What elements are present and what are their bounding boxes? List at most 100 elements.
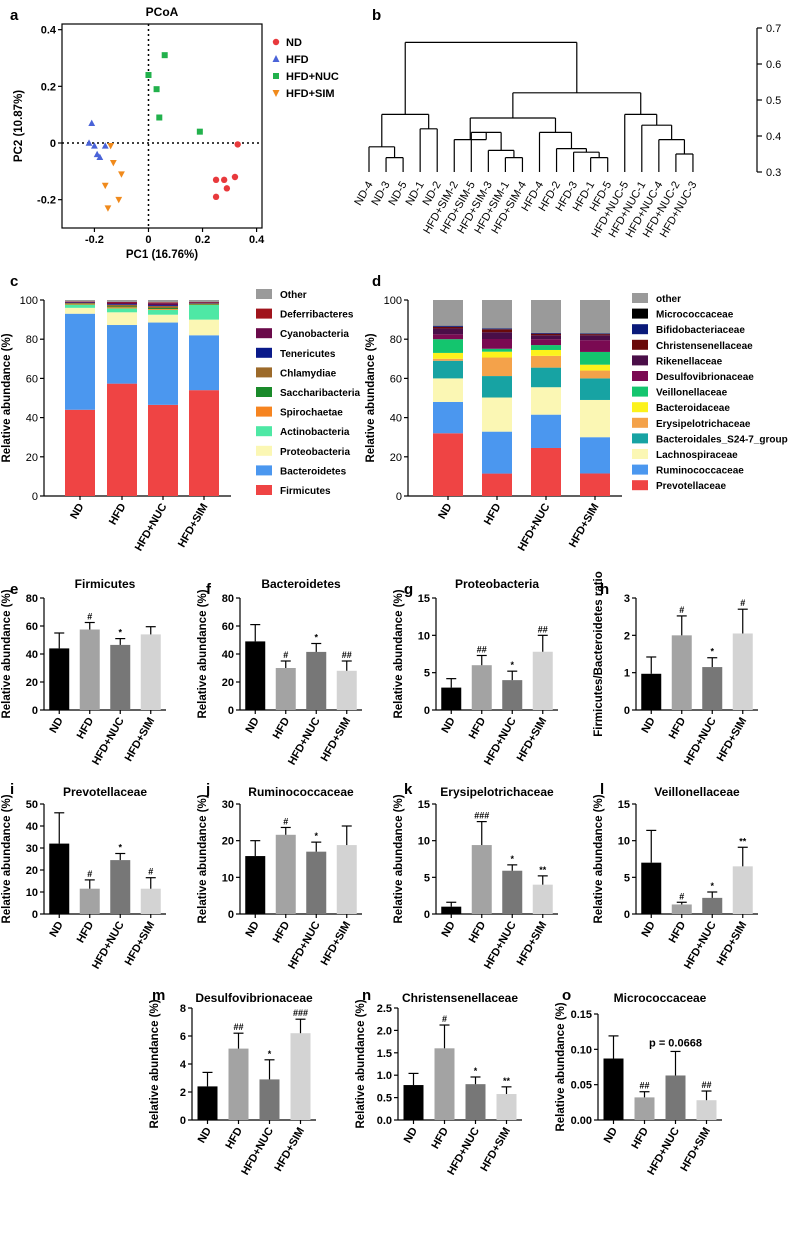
bar-y-tick-label: 10 (222, 872, 234, 884)
stack-segment-rikenellaceae (580, 335, 610, 341)
pcoa-title: PCoA (146, 5, 179, 19)
bar-y-tick-label: 10 (618, 836, 630, 848)
pcoa-point-nd (212, 193, 220, 201)
bar-category-label: HFD+NUC (90, 919, 127, 971)
dendro-axis-tick-label: 0.6 (766, 59, 781, 71)
pcoa-point-hfd (96, 153, 104, 160)
stack-legend-swatch (256, 465, 272, 476)
stack-category-label: HFD+NUC (133, 501, 170, 553)
stack-legend-label: Micrococcaceae (656, 310, 734, 321)
stack-segment-bacteroidetes (148, 322, 178, 405)
bar-hfd (79, 629, 100, 710)
bar-category-label: HFD+SIM (319, 716, 354, 764)
significance-mark: ** (539, 865, 547, 875)
bar-y-tick-label: 20 (26, 677, 38, 689)
panel-letter-m: m (152, 987, 165, 1004)
significance-mark: * (510, 660, 514, 670)
dendro-axis-tick-label: 0.5 (766, 95, 781, 107)
stack-legend-label: Proteobacteria (280, 447, 350, 458)
significance-mark: ## (639, 1081, 649, 1091)
bar-hfd-nuc (306, 851, 327, 914)
bar-nd (403, 1085, 424, 1120)
stack-segment-firmicutes (65, 409, 95, 496)
bar-hfd (671, 904, 692, 914)
stack-segment-bacteroidetes (189, 335, 219, 391)
stack-segment-cyanobacteria (148, 303, 178, 306)
pcoa-legend-marker (273, 73, 279, 79)
significance-mark: ### (293, 1008, 308, 1018)
pcoa-frame (61, 23, 263, 229)
pcoa-point-nd (234, 141, 241, 148)
stack-segment-bifidobacteriaceae (580, 333, 610, 335)
bar-category-label: HFD+SIM (319, 920, 354, 968)
bar-hfd (671, 635, 692, 710)
bar-y-tick-label: 10 (26, 887, 38, 899)
bar-category-label: HFD+SIM (478, 1126, 513, 1174)
bar-y-tick-label: 0 (624, 705, 630, 717)
stack-segment-deferribacteres (148, 302, 178, 304)
stack-y-label: Relative abundance (%) (1, 333, 13, 462)
stack-y-tick-label: 60 (390, 373, 402, 385)
bar-hfd-sim (290, 1033, 311, 1120)
pcoa-point-hfd (88, 119, 96, 126)
pcoa-point-hfd-nuc (153, 86, 160, 93)
stack-legend-swatch (256, 406, 272, 417)
stack-segment-proteobacteria (189, 319, 219, 336)
bar-category-label: HFD+SIM (272, 1126, 307, 1174)
stack-segment-veillonellaceae (482, 348, 512, 352)
bar-hfd-nuc (110, 644, 131, 710)
stack-segment-bacteroidaceae (433, 352, 463, 359)
stack-y-tick-label: 100 (20, 295, 38, 307)
bar-panel-title: Veillonellaceae (654, 785, 740, 799)
bar-hfd-nuc (502, 680, 523, 710)
stack-legend-label: Spirochaetae (280, 408, 343, 419)
stack-segment-saccharibacteria (107, 306, 137, 308)
bar-hfd-nuc (259, 1079, 280, 1120)
bar-y-tick-label: 15 (418, 799, 430, 811)
stack-segment-chlamydiae (107, 304, 137, 307)
significance-mark: * (118, 843, 122, 853)
bar-hfd-nuc (306, 651, 327, 710)
bar-y-tick-label: 40 (26, 649, 38, 661)
bar-category-label: HFD+NUC (286, 715, 323, 767)
significance-mark: # (679, 891, 684, 901)
bar-y-tick-label: 15 (418, 593, 430, 605)
stack-segment-lachnospiraceae (531, 387, 561, 415)
stack-y-tick-label: 40 (390, 413, 402, 425)
stack-legend-swatch (632, 293, 648, 303)
bar-nd (641, 862, 662, 914)
bar-y-tick-label: 0.00 (571, 1115, 592, 1127)
stack-segment-desulfovibrionaceae (482, 339, 512, 349)
stack-segment-erysipelotrichaceae (531, 355, 561, 368)
stack-segment-cyanobacteria (107, 302, 137, 305)
significance-mark: # (87, 612, 92, 622)
bar-category-label: HFD (271, 715, 293, 741)
significance-mark: * (510, 854, 514, 864)
dendro-axis-tick-label: 0.3 (766, 167, 781, 179)
stack-segment-bacteroidales_s24-7_group (433, 360, 463, 379)
significance-mark: # (679, 605, 684, 615)
bar-category-label: HFD (271, 919, 293, 945)
stack-segment-bacteroidaceae (531, 349, 561, 356)
bar-y-tick-label: 5 (624, 872, 630, 884)
stack-segment-lachnospiraceae (482, 397, 512, 432)
bar-category-label: ND (602, 1125, 620, 1145)
pcoa-y-tick-label: 0.4 (41, 25, 57, 37)
stack-category-label: HFD (107, 501, 129, 527)
bar-nd (49, 648, 70, 710)
stack-y-tick-label: 0 (32, 491, 38, 503)
bar-hfd-sim (532, 651, 553, 710)
pcoa-legend-label: HFD+SIM (286, 88, 335, 100)
bar-y-tick-label: 0 (32, 909, 38, 921)
bar-y-tick-label: 1.5 (377, 1048, 392, 1060)
stack-segment-bifidobacteriaceae (531, 332, 561, 334)
bar-hfd-nuc (465, 1084, 486, 1120)
stack-y-tick-label: 80 (26, 334, 38, 346)
pcoa-point-hfd (91, 142, 98, 149)
stack-segment-chlamydiae (65, 302, 95, 304)
significance-mark: # (148, 867, 153, 877)
bar-y-tick-label: 60 (222, 621, 234, 633)
stack-segment-cyanobacteria (189, 302, 219, 304)
panel-letter-g: g (404, 581, 413, 598)
stack-segment-erysipelotrichaceae (482, 357, 512, 377)
